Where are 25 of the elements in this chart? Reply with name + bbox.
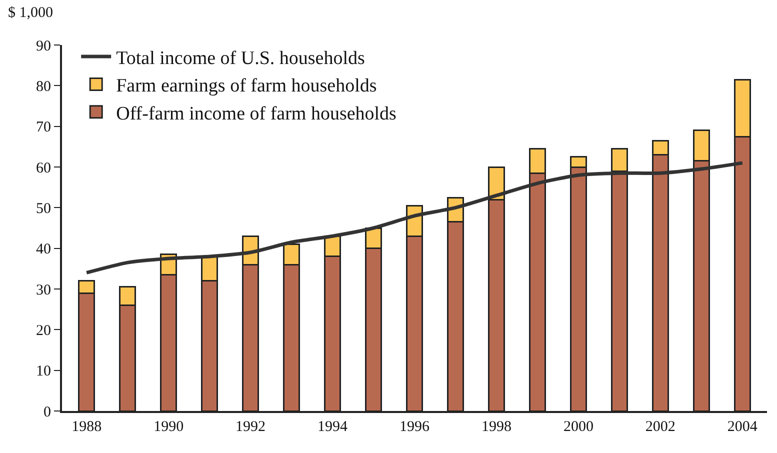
x-tick-label: 1992: [236, 419, 266, 435]
legend-label: Farm earnings of farm households: [116, 76, 377, 97]
y-tick-label: 50: [36, 200, 51, 217]
y-tick-label: 0: [44, 404, 51, 420]
x-tick-label: 2004: [727, 419, 758, 435]
y-tick-label: 20: [36, 322, 51, 339]
legend-label: Off-farm income of farm households: [116, 103, 396, 124]
y-tick-label: 70: [36, 120, 51, 136]
x-tick-label: 1996: [400, 419, 430, 435]
y-tick-label: 80: [36, 78, 51, 95]
x-tick-label: 1990: [154, 419, 184, 435]
x-tick-label: 1994: [318, 419, 348, 435]
y-tick-label: 30: [36, 282, 51, 298]
y-tick-label: 90: [36, 38, 51, 54]
legend-label: Total income of U.S. households: [116, 48, 365, 69]
y-tick-label: 60: [36, 160, 51, 176]
x-tick-label: 2000: [563, 419, 594, 435]
y-tick-label: 10: [36, 364, 51, 380]
x-tick-label: 1988: [72, 419, 102, 435]
y-axis-title: $ 1,000: [8, 5, 53, 21]
bar: [610, 148, 628, 172]
y-tick-label: 40: [36, 242, 51, 258]
line-series: [84, 161, 744, 274]
x-tick-label: 2002: [645, 419, 676, 435]
x-tick-label: 1998: [481, 419, 512, 435]
